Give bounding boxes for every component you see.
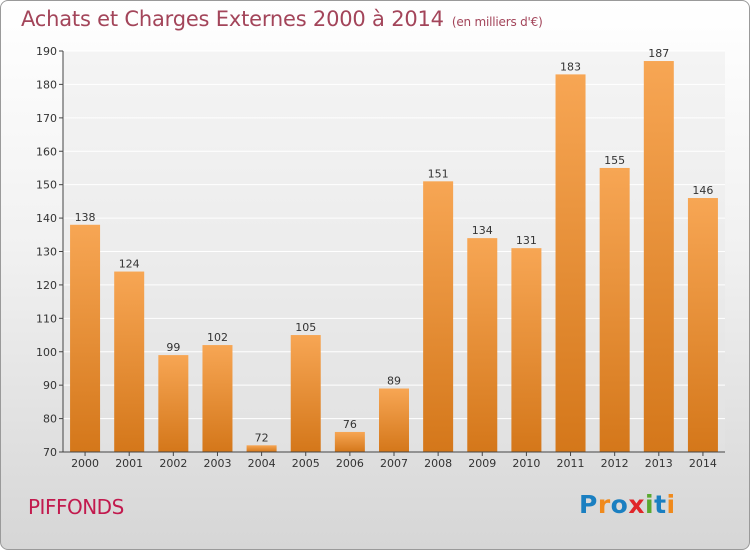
bar [246, 445, 277, 452]
bar [511, 248, 542, 452]
bar-value-label: 76 [343, 418, 357, 431]
bar [379, 388, 409, 452]
y-tick-label: 100 [36, 346, 57, 359]
chart-title: Achats et Charges Externes 2000 à 2014 (e… [21, 7, 543, 31]
y-tick-label: 140 [36, 212, 57, 225]
bar [114, 271, 145, 452]
x-tick-label: 2004 [248, 457, 276, 470]
bar-value-label: 99 [166, 341, 180, 354]
bar-value-label: 134 [472, 224, 493, 237]
y-tick-label: 180 [36, 78, 57, 91]
x-tick-label: 2005 [292, 457, 320, 470]
bar-value-label: 183 [560, 60, 581, 73]
commune-name: PIFFONDS [28, 495, 124, 519]
y-tick-label: 90 [43, 379, 57, 392]
bar [202, 345, 233, 452]
logo-letter: P [579, 490, 598, 519]
chart-unit: (en milliers d'€) [451, 15, 543, 29]
bar [290, 335, 321, 452]
bar [687, 198, 718, 452]
x-tick-label: 2007 [380, 457, 408, 470]
bar [643, 61, 674, 453]
bar [555, 74, 586, 453]
y-tick-label: 110 [36, 312, 57, 325]
bar [334, 431, 365, 452]
x-axis-ticks: 2000 2001 2002 2003 2004 2005 2006 2007 2008 2009… [71, 452, 717, 470]
x-tick-label: 2002 [159, 457, 187, 470]
logo-letter: t [654, 490, 667, 519]
bar-value-label: 105 [295, 321, 316, 334]
bar [467, 238, 498, 452]
bar-value-label: 102 [207, 331, 228, 344]
x-tick-label: 2001 [115, 457, 143, 470]
y-tick-label: 170 [36, 112, 57, 125]
proxiti-logo[interactable]: Proxiti [579, 490, 676, 519]
bar [599, 167, 630, 453]
bar [158, 355, 189, 452]
x-tick-label: 2012 [601, 457, 629, 470]
bar-value-label: 155 [604, 154, 625, 167]
logo-letter: i [645, 490, 655, 519]
logo-letter: i [666, 490, 676, 519]
x-tick-label: 2003 [203, 457, 231, 470]
bars: 138 124 99 102 72 105 76 89 151 134 131 183 155 187 14… [70, 47, 718, 453]
y-axis-ticks: 70 80 90 100 110 120 130 140 150 160 170 180 190 [36, 45, 63, 459]
x-tick-label: 2009 [468, 457, 496, 470]
chart-title-text: Achats et Charges Externes 2000 à 2014 [21, 7, 444, 31]
y-tick-label: 190 [36, 45, 57, 58]
x-tick-label: 2008 [424, 457, 452, 470]
bar-value-label: 124 [119, 258, 140, 271]
bar-value-label: 146 [692, 184, 713, 197]
bar [70, 224, 101, 452]
bar-value-label: 131 [516, 234, 537, 247]
y-tick-label: 80 [43, 413, 57, 426]
bar-value-label: 187 [648, 47, 669, 60]
y-tick-label: 130 [36, 246, 57, 259]
bar [423, 181, 454, 452]
x-tick-label: 2011 [557, 457, 585, 470]
x-tick-label: 2013 [645, 457, 673, 470]
x-tick-label: 2006 [336, 457, 364, 470]
bar-value-label: 138 [75, 211, 96, 224]
y-tick-label: 120 [36, 279, 57, 292]
logo-letter: o [610, 490, 629, 519]
y-tick-label: 160 [36, 145, 57, 158]
x-tick-label: 2014 [689, 457, 717, 470]
bar-value-label: 89 [387, 375, 401, 388]
logo-letter: r [597, 490, 611, 519]
y-tick-label: 70 [43, 446, 57, 459]
bar-value-label: 151 [428, 167, 449, 180]
bar-value-label: 72 [255, 431, 269, 444]
x-tick-label: 2010 [512, 457, 540, 470]
logo-letter: x [628, 490, 645, 519]
x-tick-label: 2000 [71, 457, 99, 470]
y-tick-label: 150 [36, 179, 57, 192]
